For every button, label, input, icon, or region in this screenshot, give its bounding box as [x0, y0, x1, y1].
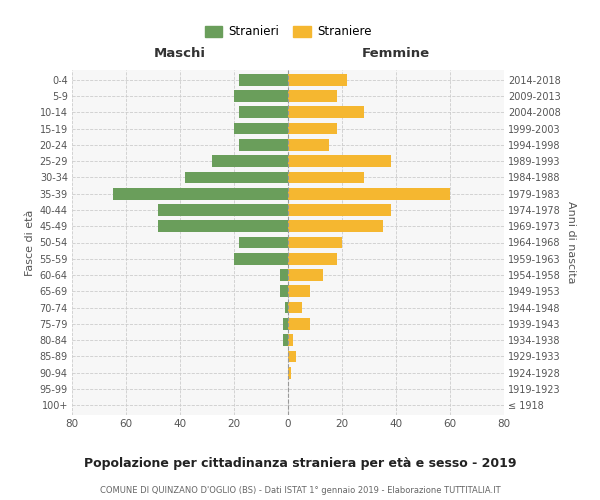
Bar [288, 204, 391, 216]
Bar [288, 122, 337, 134]
Bar [288, 106, 364, 118]
Bar [234, 122, 288, 134]
Bar [239, 236, 288, 248]
Bar [288, 188, 450, 200]
Legend: Stranieri, Straniere: Stranieri, Straniere [200, 20, 376, 43]
Text: Maschi: Maschi [154, 46, 206, 60]
Bar [288, 318, 310, 330]
Bar [234, 253, 288, 264]
Bar [288, 90, 337, 102]
Bar [288, 334, 293, 346]
Bar [212, 156, 288, 167]
Bar [288, 156, 391, 167]
Text: Femmine: Femmine [362, 46, 430, 60]
Bar [283, 334, 288, 346]
Bar [113, 188, 288, 200]
Bar [288, 253, 337, 264]
Bar [288, 172, 364, 183]
Bar [158, 204, 288, 216]
Bar [280, 286, 288, 297]
Bar [288, 220, 383, 232]
Y-axis label: Fasce di età: Fasce di età [25, 210, 35, 276]
Text: COMUNE DI QUINZANO D'OGLIO (BS) - Dati ISTAT 1° gennaio 2019 - Elaborazione TUTT: COMUNE DI QUINZANO D'OGLIO (BS) - Dati I… [100, 486, 500, 495]
Bar [288, 139, 329, 150]
Bar [234, 90, 288, 102]
Bar [288, 269, 323, 281]
Bar [283, 318, 288, 330]
Bar [239, 106, 288, 118]
Bar [185, 172, 288, 183]
Bar [288, 286, 310, 297]
Bar [280, 269, 288, 281]
Bar [239, 139, 288, 150]
Y-axis label: Anni di nascita: Anni di nascita [566, 201, 577, 284]
Bar [288, 302, 302, 314]
Bar [288, 236, 342, 248]
Bar [158, 220, 288, 232]
Text: Popolazione per cittadinanza straniera per età e sesso - 2019: Popolazione per cittadinanza straniera p… [84, 458, 516, 470]
Bar [286, 302, 288, 314]
Bar [288, 74, 347, 86]
Bar [239, 74, 288, 86]
Bar [288, 350, 296, 362]
Bar [288, 367, 290, 378]
